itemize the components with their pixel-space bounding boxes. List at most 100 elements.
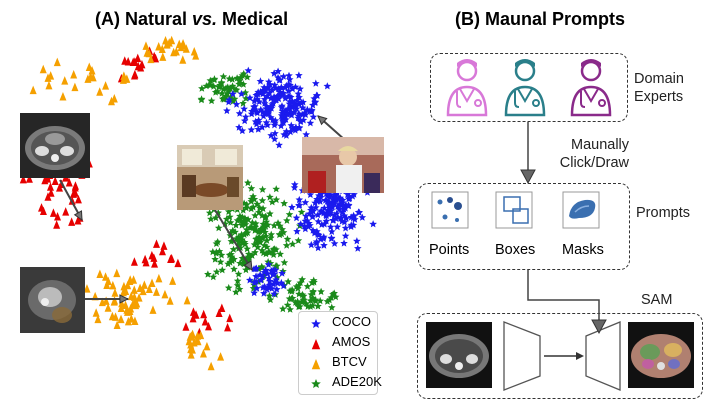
ade20k-point (211, 88, 220, 96)
coco-point (269, 95, 278, 103)
ade20k-point (294, 284, 302, 292)
btcv-point (118, 298, 126, 308)
amos-point (134, 53, 142, 63)
ade20k-point (272, 195, 281, 204)
amos-point (51, 176, 59, 185)
coco-point (299, 116, 308, 124)
legend-label-amos: AMOS (332, 334, 371, 349)
ade20k-point (237, 233, 245, 241)
btcv-point (189, 329, 197, 339)
coco-point (223, 106, 231, 115)
ade20k-point (230, 255, 238, 263)
coco-point (314, 210, 322, 219)
amos-point (224, 322, 232, 332)
coco-point (250, 106, 258, 114)
btcv-point (59, 92, 67, 101)
coco-point (253, 284, 261, 292)
ade20k-point (198, 84, 206, 92)
coco-point (296, 85, 304, 93)
coco-point (285, 92, 293, 100)
btcv-point (185, 336, 193, 346)
coco-point (293, 227, 301, 235)
ade20k-point (210, 75, 219, 84)
coco-point (262, 118, 271, 126)
ade20k-point (228, 226, 237, 234)
ade20k-point (251, 211, 259, 219)
ade20k-point (239, 206, 247, 214)
btcv-point (199, 348, 207, 358)
coco-point (329, 216, 337, 224)
ade20k-point (206, 80, 214, 88)
ade20k-point (238, 254, 247, 262)
coco-point (259, 283, 267, 291)
ade20k-point (269, 250, 278, 258)
ade20k-point (314, 302, 322, 310)
coco-point (277, 122, 285, 130)
coco-point (266, 277, 274, 285)
ade20k-point (330, 289, 338, 297)
coco-point (270, 270, 279, 278)
coco-point (272, 275, 280, 283)
legend-marker-btcv (311, 359, 321, 370)
coco-point (322, 217, 331, 225)
btcv-point (83, 284, 91, 293)
btcv-point (194, 336, 202, 346)
indoor-room-image (177, 145, 243, 210)
coco-point (255, 97, 263, 106)
coco-point (266, 80, 274, 88)
btcv-point (147, 54, 155, 64)
ade20k-point (225, 251, 234, 259)
amos-point (150, 51, 158, 61)
ade20k-point (266, 295, 275, 304)
coco-point (312, 203, 320, 211)
coco-point (229, 90, 237, 98)
coco-point (261, 109, 270, 117)
coco-point (309, 113, 318, 121)
action-line1: Maunally (571, 137, 630, 153)
coco-point (224, 98, 233, 106)
coco-point (240, 116, 249, 125)
ade20k-point (197, 96, 206, 104)
btcv-point (53, 57, 61, 67)
coco-point (341, 204, 350, 212)
coco-point (287, 121, 296, 129)
coco-point (344, 195, 353, 203)
coco-point (262, 104, 271, 112)
coco-point (251, 117, 260, 125)
coco-point (280, 130, 288, 138)
coco-point (285, 71, 293, 79)
ade20k-point (224, 207, 233, 215)
boxes-icon (495, 191, 533, 229)
btcv-point (117, 314, 125, 324)
action-line2: Click/Draw (559, 155, 630, 171)
btcv-point (112, 312, 120, 321)
coco-point (253, 95, 261, 103)
coco-point (338, 217, 346, 225)
indoor-thumbnail-arrow-head (243, 260, 253, 271)
ade20k-point (245, 250, 253, 258)
coco-point (268, 85, 276, 94)
btcv-point (87, 72, 95, 81)
coco-point (353, 237, 361, 245)
domain-experts-line2: Experts (634, 89, 684, 105)
coco-point (294, 89, 303, 98)
btcv-point (207, 361, 215, 371)
ade20k-point (256, 238, 264, 246)
btcv-point (70, 70, 78, 79)
coco-point (322, 189, 331, 197)
btcv-point (113, 320, 121, 329)
ade20k-point (249, 203, 257, 211)
output-segmentation-image (628, 322, 694, 388)
coco-point (257, 105, 265, 114)
coco-point (294, 114, 302, 122)
coco-point (235, 123, 243, 131)
coco-point (301, 217, 310, 225)
amos-point (218, 303, 226, 313)
btcv-point (84, 74, 92, 83)
ade20k-point (235, 77, 244, 85)
ade20k-point (296, 278, 305, 287)
coco-point (316, 197, 324, 205)
coco-point (258, 123, 266, 131)
coco-point (250, 97, 259, 105)
prompt-label-boxes: Boxes (495, 242, 536, 258)
